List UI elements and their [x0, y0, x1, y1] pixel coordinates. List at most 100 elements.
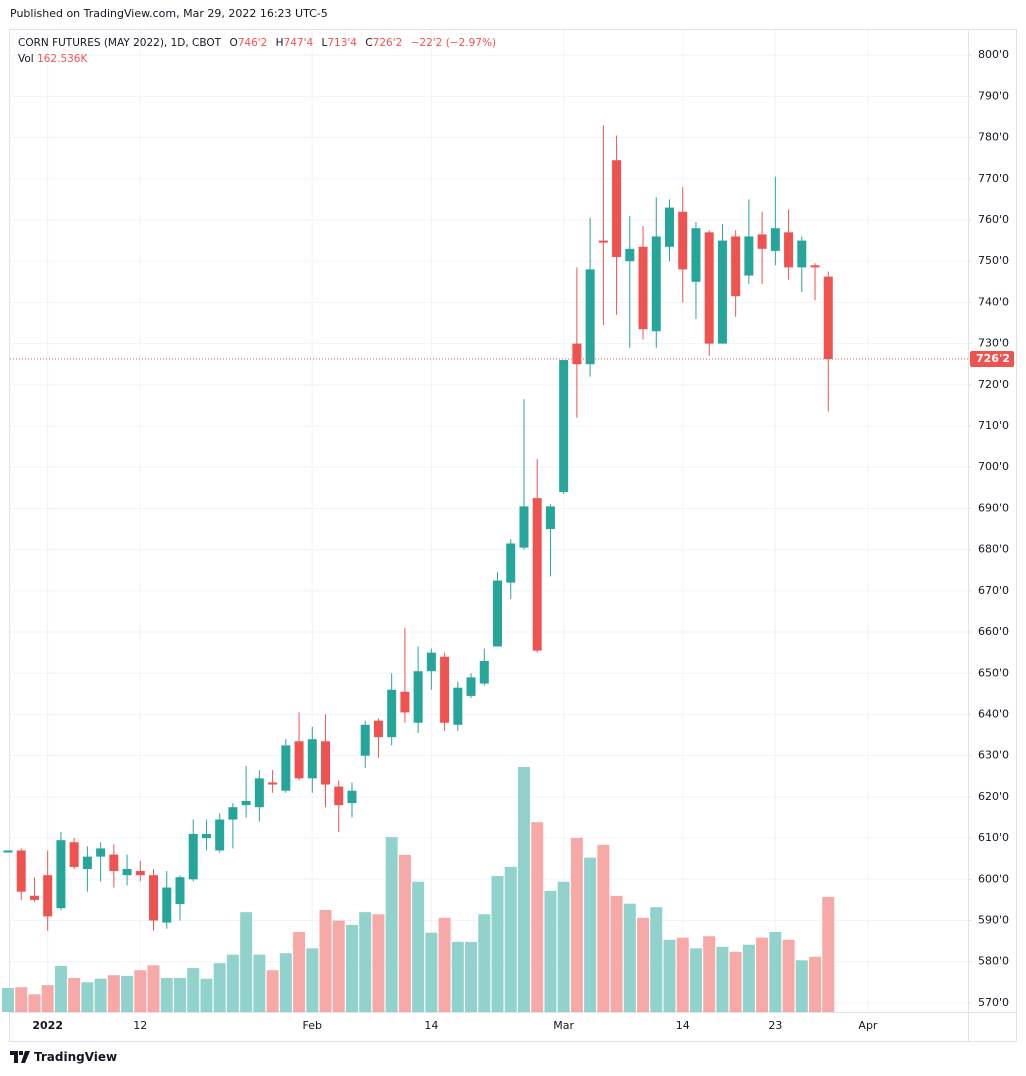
volume-bar: [769, 931, 782, 1012]
high-key: H: [275, 37, 284, 49]
x-tick-label: 2022: [32, 1019, 63, 1032]
candle-body: [426, 652, 436, 672]
candle-body: [744, 236, 754, 276]
volume-bar: [345, 924, 358, 1012]
candle-body: [201, 833, 211, 839]
y-tick-label: 730'0: [978, 337, 1009, 350]
volume-bar: [332, 920, 345, 1012]
y-tick-label: 680'0: [978, 543, 1009, 556]
volume-bar: [676, 937, 689, 1012]
candle-body: [453, 687, 463, 725]
volume-bar: [253, 954, 266, 1012]
volume-bar: [597, 844, 610, 1012]
y-tick-label: 690'0: [978, 501, 1009, 514]
candle-body: [29, 895, 39, 900]
volume-bar: [729, 951, 742, 1012]
candle-body: [56, 840, 66, 909]
close-value: 726'2: [372, 37, 403, 49]
candle-body: [731, 236, 741, 297]
volume-bar: [147, 965, 160, 1012]
candle-body: [585, 269, 595, 365]
x-tick-label: 14: [676, 1019, 690, 1032]
change-value: −22'2 (−2.97%): [410, 37, 497, 49]
candle-body: [413, 671, 423, 723]
y-tick-label: 640'0: [978, 707, 1009, 720]
candle-body: [572, 343, 582, 365]
y-tick-label: 800'0: [978, 48, 1009, 61]
candle-body: [135, 871, 145, 876]
candle-body: [387, 689, 397, 738]
volume-bar: [531, 822, 544, 1012]
close-key: C: [365, 37, 373, 49]
axes-layer: 570'0 580'0 590'0 600'0 610'0 620'0 630'0 640'0…: [10, 48, 1014, 1032]
volume-bar: [213, 963, 226, 1012]
volume-bar: [68, 978, 81, 1012]
y-tick-label: 760'0: [978, 213, 1009, 226]
candle-body: [334, 786, 344, 806]
volume-bar: [491, 876, 504, 1012]
volume-bar: [425, 932, 438, 1012]
volume-bar: [570, 837, 583, 1012]
candle-body: [797, 240, 807, 268]
candle-body: [466, 677, 476, 696]
volume-value: 162.536K: [37, 53, 88, 65]
candle-body: [360, 724, 370, 756]
y-tick-label: 580'0: [978, 955, 1009, 968]
published-note: Published on TradingView.com, Mar 29, 20…: [10, 7, 328, 20]
volume-bar: [121, 975, 134, 1012]
candle-body: [69, 842, 79, 867]
volume-bar: [306, 948, 319, 1012]
candle-body: [810, 265, 820, 268]
candle-body: [254, 778, 264, 808]
x-tick-label: 14: [424, 1019, 438, 1032]
volume-bar: [226, 954, 239, 1012]
candle-body: [651, 236, 661, 332]
candle-body: [678, 211, 688, 270]
candle-body: [96, 848, 106, 857]
x-tick-label: Feb: [303, 1019, 322, 1032]
volume-bar: [173, 978, 186, 1012]
volume-bar: [756, 937, 769, 1012]
candle-body: [757, 234, 767, 249]
open-value: 746'2: [237, 37, 268, 49]
volume-bar: [517, 767, 530, 1012]
candle-body: [665, 207, 674, 247]
candle-body: [16, 850, 26, 892]
candle-body: [493, 580, 503, 647]
volume-layer: [2, 767, 835, 1012]
candle-body: [717, 240, 727, 344]
candle-body: [347, 790, 357, 804]
volume-bar: [412, 881, 425, 1012]
volume-bar: [478, 914, 491, 1012]
footer: TradingView: [10, 1050, 117, 1064]
volume-bar: [359, 912, 372, 1012]
volume-bar: [28, 994, 41, 1012]
candle-body: [3, 850, 13, 853]
volume-bar: [2, 987, 14, 1012]
y-tick-label: 570'0: [978, 996, 1009, 1009]
volume-bar: [716, 946, 729, 1012]
volume-bar: [81, 982, 94, 1012]
volume-bar: [15, 987, 28, 1012]
volume-bar: [160, 978, 173, 1012]
volume-bar: [650, 907, 663, 1012]
y-tick-label: 700'0: [978, 460, 1009, 473]
grid: [10, 30, 968, 1012]
volume-bar: [279, 953, 292, 1012]
candle-body: [175, 877, 185, 905]
candle-body: [373, 720, 383, 738]
candle-body: [704, 232, 714, 344]
volume-bar: [240, 912, 253, 1012]
low-value: 713'4: [327, 37, 357, 49]
low-key: L: [321, 37, 328, 49]
x-tick-label: 23: [768, 1019, 782, 1032]
candle-body: [823, 276, 833, 360]
y-tick-label: 620'0: [978, 790, 1009, 803]
y-tick-label: 720'0: [978, 378, 1009, 391]
volume-bar: [610, 895, 623, 1012]
candle-body: [506, 543, 516, 583]
volume-bar: [742, 944, 755, 1012]
volume-bar: [544, 890, 557, 1012]
candle-body: [612, 160, 622, 258]
